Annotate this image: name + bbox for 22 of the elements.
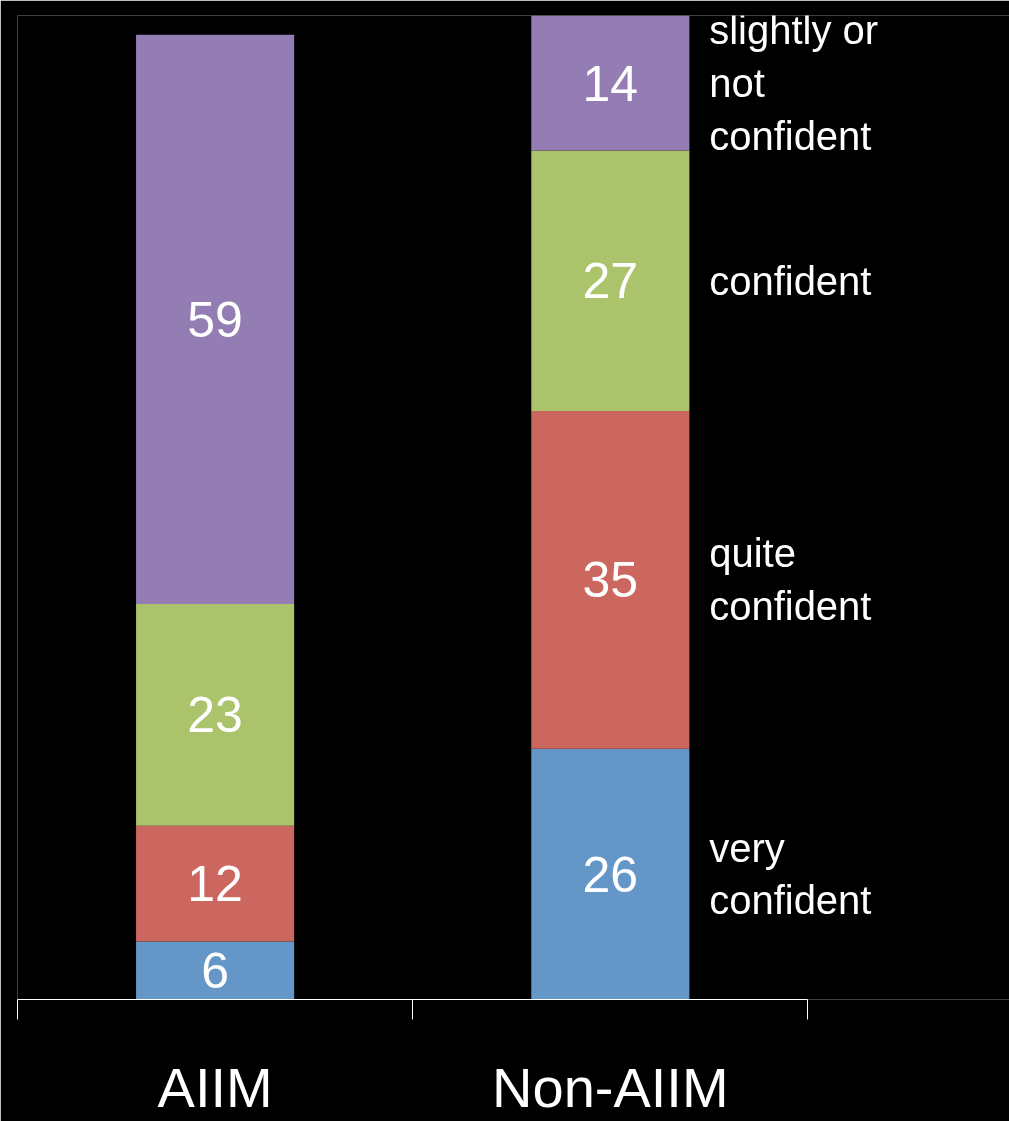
x-tick-label: AIIM bbox=[157, 1055, 273, 1119]
bar bbox=[531, 411, 690, 749]
data-label: 26 bbox=[582, 846, 639, 903]
data-label: 59 bbox=[187, 291, 243, 348]
bar bbox=[136, 941, 295, 1000]
bar bbox=[136, 603, 295, 826]
bar bbox=[531, 15, 690, 151]
data-label: 27 bbox=[582, 253, 639, 310]
data-label: 6 bbox=[201, 943, 230, 1000]
series-label: quite confident bbox=[709, 531, 872, 629]
x-tick-label: Non-AIIM bbox=[492, 1055, 729, 1119]
bar bbox=[531, 150, 690, 412]
data-label: 12 bbox=[187, 856, 243, 913]
series-label: slightly or not confident bbox=[709, 8, 879, 158]
bar bbox=[136, 825, 295, 942]
data-label: 14 bbox=[582, 55, 639, 112]
bar bbox=[531, 748, 690, 1000]
data-label: 35 bbox=[582, 552, 639, 609]
series-label: very confident bbox=[709, 825, 872, 923]
bar bbox=[136, 34, 295, 604]
data-label: 23 bbox=[187, 687, 243, 744]
series-label: confident bbox=[709, 258, 872, 303]
